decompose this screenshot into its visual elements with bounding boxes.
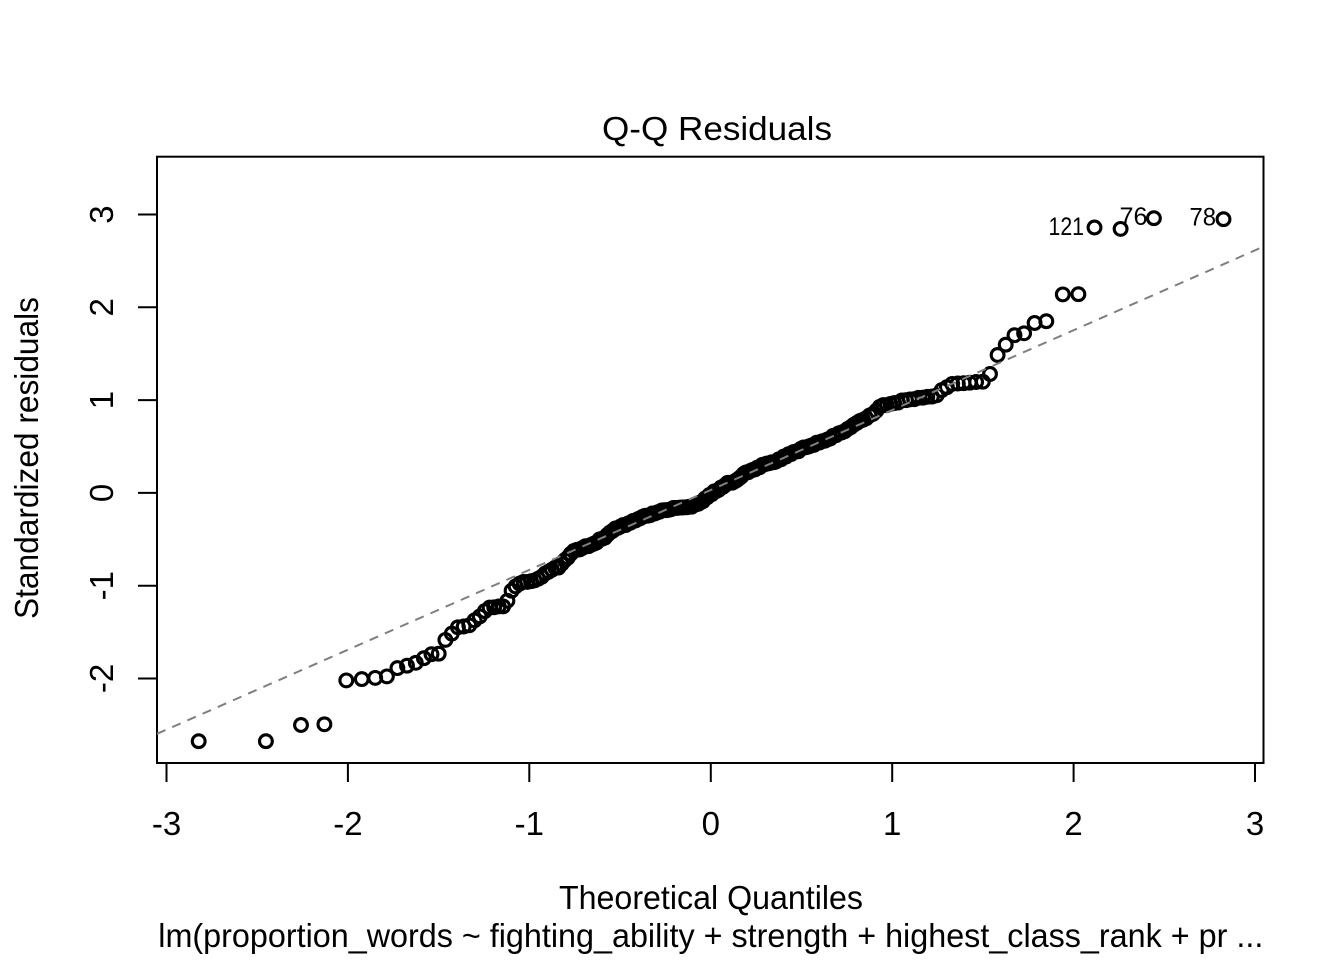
svg-text:-1: -1 — [515, 805, 544, 842]
svg-text:121: 121 — [1049, 213, 1085, 241]
svg-text:-2: -2 — [333, 805, 362, 842]
svg-text:3: 3 — [1246, 805, 1264, 842]
svg-text:3: 3 — [83, 205, 120, 223]
svg-text:-3: -3 — [152, 805, 181, 842]
svg-text:0: 0 — [83, 484, 120, 502]
svg-text:lm(proportion_words ~ fighting: lm(proportion_words ~ fighting_ability +… — [158, 917, 1263, 954]
svg-text:Standardized residuals: Standardized residuals — [8, 297, 45, 619]
svg-text:1: 1 — [83, 391, 120, 409]
svg-text:-1: -1 — [83, 571, 120, 600]
svg-text:1: 1 — [883, 805, 901, 842]
svg-text:-2: -2 — [83, 664, 120, 693]
svg-text:Q-Q Residuals: Q-Q Residuals — [602, 110, 832, 147]
svg-text:78: 78 — [1190, 204, 1217, 232]
svg-text:2: 2 — [83, 298, 120, 316]
svg-text:2: 2 — [1064, 805, 1082, 842]
svg-text:0: 0 — [702, 805, 720, 842]
svg-text:76: 76 — [1120, 203, 1148, 231]
svg-text:Theoretical Quantiles: Theoretical Quantiles — [559, 879, 863, 916]
